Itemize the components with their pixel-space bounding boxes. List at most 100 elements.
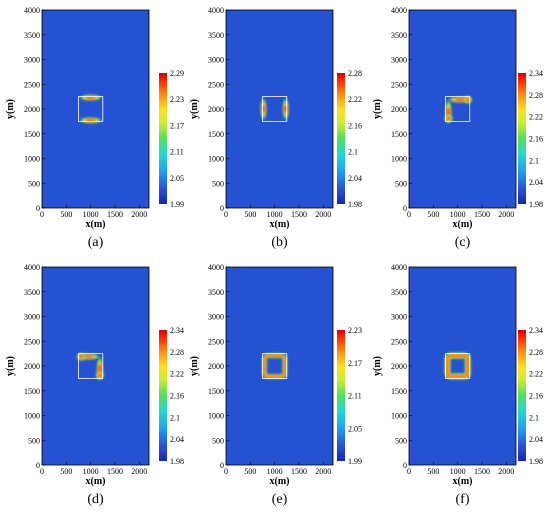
y-tick-label: 4000 <box>208 263 224 272</box>
x-tick-label: 500 <box>427 467 439 476</box>
y-tick-label: 2500 <box>391 337 407 346</box>
colorbar <box>159 73 167 204</box>
y-axis-title: y(m) <box>189 99 200 119</box>
colorbar-tick-label: 2.23 <box>170 95 184 104</box>
heatmap-field <box>226 267 333 465</box>
y-tick-label: 1500 <box>24 130 40 139</box>
x-tick-label: 2000 <box>131 467 147 476</box>
x-tick-label: 1500 <box>107 467 123 476</box>
y-tick-label: 3500 <box>24 288 40 297</box>
heatmap-field <box>42 267 149 465</box>
y-tick-label: 2500 <box>208 337 224 346</box>
colorbar-tick-label: 2.11 <box>170 148 184 157</box>
y-tick-label: 500 <box>28 436 40 445</box>
y-tick-label: 3000 <box>24 313 40 322</box>
y-tick-label: 3500 <box>391 288 407 297</box>
colorbar-tick-label: 1.98 <box>170 457 184 466</box>
colorbar-tick-label: 1.99 <box>170 200 184 209</box>
y-tick-label: 0 <box>403 204 407 213</box>
y-tick-label: 500 <box>28 179 40 188</box>
anomaly-bottom-left-corner <box>444 114 453 123</box>
heatmap-field <box>409 267 516 465</box>
x-tick-label: 2000 <box>315 467 331 476</box>
y-tick-label: 2000 <box>391 105 407 114</box>
y-tick-label: 2000 <box>391 362 407 371</box>
x-tick-label: 2000 <box>498 467 514 476</box>
colorbar-tick-label: 2.34 <box>529 326 543 335</box>
y-tick-label: 1000 <box>391 412 407 421</box>
colorbar-tick-label: 2.22 <box>170 370 184 379</box>
panel-label: (e) <box>272 492 288 507</box>
panel-label: (d) <box>87 492 104 507</box>
x-tick-label: 500 <box>60 210 72 219</box>
colorbar-tick-label: 2.16 <box>170 392 184 401</box>
colorbar-tick-label: 2.11 <box>348 392 362 401</box>
anomaly-ring <box>261 353 288 379</box>
colorbar-tick-label: 2.28 <box>529 348 543 357</box>
x-tick-label: 500 <box>244 467 256 476</box>
y-tick-label: 1500 <box>208 130 224 139</box>
y-tick-label: 2000 <box>208 362 224 371</box>
y-tick-label: 4000 <box>208 6 224 15</box>
colorbar-tick-label: 2.22 <box>529 370 543 379</box>
colorbar <box>159 330 167 461</box>
y-tick-label: 3000 <box>24 56 40 65</box>
colorbar-tick-label: 2.17 <box>170 121 184 130</box>
colorbar-tick-label: 1.98 <box>529 457 543 466</box>
y-tick-label: 3500 <box>208 31 224 40</box>
panel-b: 0 500 1000 1500 2000 2500 3000 3500 4000 0 500 1000… <box>189 6 362 250</box>
y-tick-label: 3000 <box>391 313 407 322</box>
x-axis-title: x(m) <box>453 476 473 487</box>
colorbar <box>337 330 345 461</box>
x-tick-label: 1000 <box>450 467 466 476</box>
y-tick-label: 1000 <box>208 412 224 421</box>
y-tick-label: 3000 <box>208 313 224 322</box>
x-tick-label: 500 <box>60 467 72 476</box>
x-tick-label: 1000 <box>83 467 99 476</box>
colorbar-tick-label: 2.28 <box>170 348 184 357</box>
y-tick-label: 2000 <box>24 105 40 114</box>
x-tick-label: 1500 <box>107 210 123 219</box>
y-tick-label: 4000 <box>391 6 407 15</box>
square-outline <box>262 353 288 379</box>
x-axis-title: x(m) <box>270 476 290 487</box>
y-tick-label: 2500 <box>24 337 40 346</box>
anomaly-top-edge <box>80 94 101 101</box>
y-tick-label: 1500 <box>24 387 40 396</box>
panel-a: 0 500 1000 1500 2000 2500 3000 3500 4000 0 500 1000… <box>5 6 184 250</box>
x-tick-label: 2000 <box>131 210 147 219</box>
y-tick-label: 2000 <box>24 362 40 371</box>
x-tick-label: 2000 <box>315 210 331 219</box>
heatmap-field <box>226 10 333 208</box>
y-tick-label: 4000 <box>24 6 40 15</box>
panel-label: (c) <box>455 235 471 250</box>
colorbar-tick-label: 2.22 <box>348 95 362 104</box>
y-axis-title: y(m) <box>372 99 383 119</box>
anomaly-bottom-edge <box>80 117 101 124</box>
colorbar-tick-label: 2.28 <box>348 69 362 78</box>
colorbar-tick-label: 2.28 <box>529 91 543 100</box>
y-axis-title: y(m) <box>189 356 200 376</box>
anomaly-bottom-right-corner <box>95 371 104 380</box>
x-tick-label: 1000 <box>267 467 283 476</box>
y-tick-label: 1000 <box>391 155 407 164</box>
x-tick-label: 1500 <box>474 467 490 476</box>
y-tick-label: 1500 <box>391 130 407 139</box>
y-axis-title: y(m) <box>5 99 16 119</box>
colorbar-tick-label: 2.1 <box>529 413 539 422</box>
square-outline <box>78 96 104 122</box>
anomaly-ring <box>444 352 472 380</box>
x-axis-title: x(m) <box>86 219 106 230</box>
x-axis-title: x(m) <box>86 476 106 487</box>
y-tick-label: 2000 <box>208 105 224 114</box>
colorbar-tick-label: 2.1 <box>348 148 358 157</box>
square-outline <box>445 353 471 379</box>
x-tick-label: 500 <box>244 210 256 219</box>
x-tick-label: 0 <box>40 467 44 476</box>
colorbar <box>337 73 345 204</box>
colorbar-tick-label: 2.1 <box>529 156 539 165</box>
y-tick-label: 1000 <box>24 412 40 421</box>
colorbar-tick-label: 2.34 <box>529 69 543 78</box>
panel-label: (a) <box>88 235 104 250</box>
